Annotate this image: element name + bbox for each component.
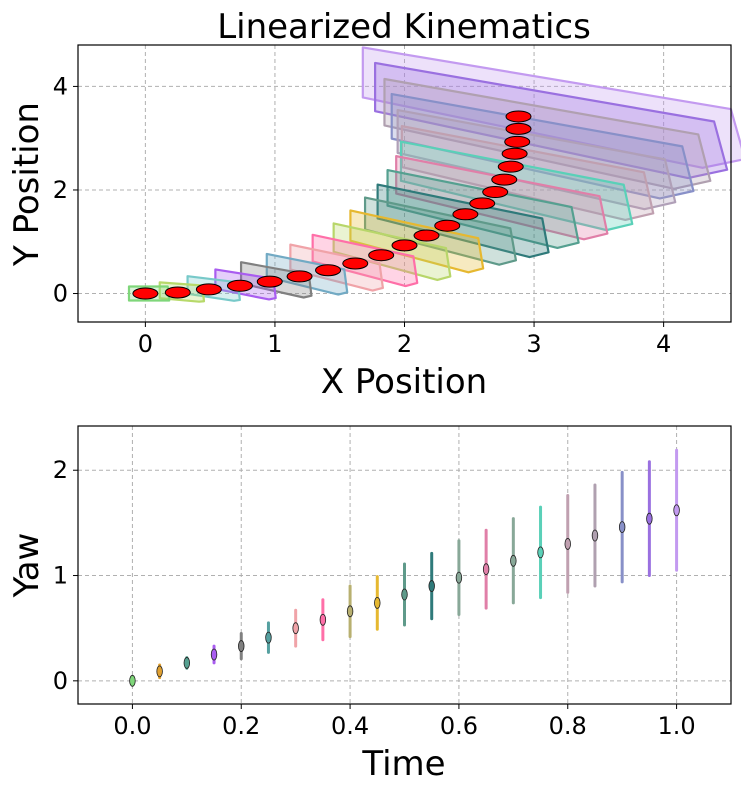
position-marker (497, 160, 524, 173)
y-tick-label: 1 (53, 562, 68, 590)
uncertainty-region (363, 196, 518, 266)
position-marker (413, 229, 440, 242)
yaw-marker (564, 538, 571, 550)
y-tick-label: 2 (53, 456, 68, 484)
yaw-marker (183, 657, 191, 669)
yaw-marker (129, 674, 136, 687)
x-tick-label: 4 (656, 330, 671, 358)
y-tick-label: 0 (53, 667, 68, 695)
position-marker (504, 135, 531, 148)
x-tick-label: 0.2 (222, 712, 260, 740)
position-marker (505, 110, 532, 123)
trajectory-plot: Linearized Kinematics 0 1 2 3 4 0 2 4 X Positio… (7, 7, 741, 402)
yaw-marker (319, 613, 327, 626)
yaw-marker (346, 605, 354, 618)
yaw-marker (210, 648, 218, 661)
position-marker (482, 186, 509, 199)
position-marker (226, 279, 253, 292)
yaw-marker (455, 571, 463, 584)
uncertainty-region (390, 92, 695, 200)
yaw-marker (292, 622, 299, 635)
plot-area-frame (77, 425, 732, 705)
yaw-marker (265, 631, 272, 644)
yaw-plot: 0.0 0.2 0.4 0.6 0.8 1.0 0 1 2 Time Yaw (7, 425, 732, 784)
x-tick-label: 3 (526, 330, 541, 358)
position-marker (286, 270, 313, 283)
yaw-marker (374, 597, 381, 609)
position-marker (368, 249, 395, 262)
chart-title: Linearized Kinematics (217, 7, 591, 47)
yaw-marker (238, 640, 245, 652)
yaw-marker (156, 665, 163, 678)
position-marker (164, 286, 191, 299)
x-tick-label: 0.6 (440, 712, 478, 740)
yaw-marker (537, 546, 544, 559)
y-axis-title: Y Position (7, 102, 47, 267)
position-marker (391, 239, 418, 252)
uncertainty-region (399, 140, 634, 232)
x-tick-label: 1.0 (657, 712, 695, 740)
yaw-marker (428, 580, 435, 592)
y-tick-label: 0 (53, 280, 68, 308)
position-marker (256, 275, 283, 288)
x-tick-label: 2 (397, 330, 412, 358)
x-tick-label: 0.4 (331, 712, 369, 740)
yaw-marker (591, 529, 599, 542)
x-tick-label: 1 (267, 330, 282, 358)
position-marker (491, 173, 518, 186)
x-tick-label: 0.8 (549, 712, 587, 740)
position-marker (469, 197, 496, 210)
yaw-marker (673, 504, 680, 517)
yaw-marker (401, 588, 408, 601)
uncertainty-region (376, 183, 550, 259)
position-marker (452, 208, 479, 221)
yaw-marker (618, 521, 626, 533)
yaw-marker (646, 512, 653, 525)
x-axis-title: X Position (321, 362, 487, 402)
uncertainty-region (396, 108, 677, 211)
position-marker (315, 264, 342, 277)
position-marker (501, 147, 528, 160)
position-marker (195, 283, 222, 296)
y-axis-title: Yaw (7, 533, 47, 599)
yaw-marker (482, 563, 490, 576)
x-tick-label: 0.0 (113, 712, 151, 740)
position-marker (434, 219, 461, 232)
position-marker (132, 287, 159, 300)
yaw-marker (510, 554, 517, 567)
y-tick-label: 2 (53, 176, 68, 204)
y-tick-label: 4 (53, 72, 68, 100)
position-marker (342, 257, 369, 270)
position-marker (505, 122, 532, 135)
x-tick-label: 0 (138, 330, 153, 358)
x-axis-title: Time (361, 744, 445, 784)
